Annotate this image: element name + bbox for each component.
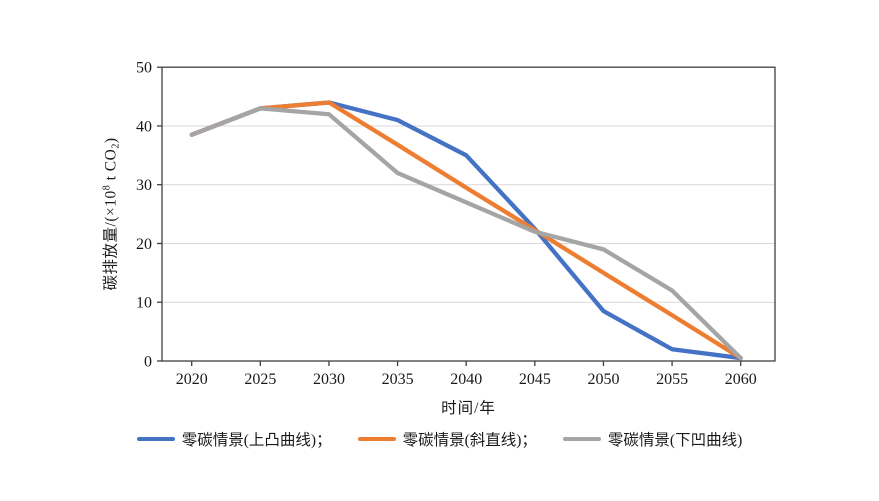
x-axis-title: 时间/年 (441, 400, 496, 417)
legend-item-concave: 零碳情景(下凹曲线) (562, 428, 743, 450)
x-tick-label: 2025 (244, 371, 276, 388)
x-tick-label: 2040 (450, 371, 482, 388)
plot-frame (161, 66, 776, 362)
x-tick-label: 2060 (725, 371, 757, 388)
y-tick-label: 50 (136, 60, 152, 77)
x-tick-label: 2045 (519, 371, 551, 388)
y-tick-label: 40 (136, 118, 152, 135)
legend-swatch-gray (562, 437, 601, 441)
y-tick-label: 20 (136, 236, 152, 253)
y-axis-title-superscript: 8 (101, 184, 113, 191)
y-axis-title-text: 碳排放量/(×10 (102, 190, 120, 291)
series-line-2 (189, 106, 743, 361)
legend-swatch-blue (136, 437, 175, 441)
x-tick-label: 2035 (382, 371, 414, 388)
series-line-1 (189, 100, 743, 361)
y-axis-title-close: ) (102, 137, 120, 144)
y-tick-label: 10 (136, 295, 152, 312)
y-axis-title: 碳排放量/(×108 t CO2) (99, 138, 122, 291)
x-tick-label: 2055 (656, 371, 688, 388)
x-tick-label: 2020 (176, 371, 208, 388)
x-tick-label: 2050 (587, 371, 619, 388)
legend: 零碳情景(上凸曲线)； 零碳情景(斜直线)； 零碳情景(下凹曲线) (0, 428, 879, 450)
legend-item-straight: 零碳情景(斜直线)； (357, 428, 537, 450)
y-tick-label: 30 (136, 177, 152, 194)
legend-item-convex: 零碳情景(上凸曲线)； (136, 428, 332, 450)
y-tick-label: 0 (144, 354, 152, 371)
legend-label: 零碳情景(下凹曲线) (607, 432, 743, 449)
legend-swatch-orange (357, 437, 396, 441)
series-line-0 (189, 100, 743, 361)
y-axis-title-mid: t CO (102, 148, 120, 185)
legend-label: 零碳情景(斜直线)； (402, 432, 537, 449)
x-tick-label: 2030 (313, 371, 345, 388)
y-axis-title-subscript: 2 (110, 143, 122, 149)
legend-label: 零碳情景(上凸曲线)； (181, 432, 332, 449)
